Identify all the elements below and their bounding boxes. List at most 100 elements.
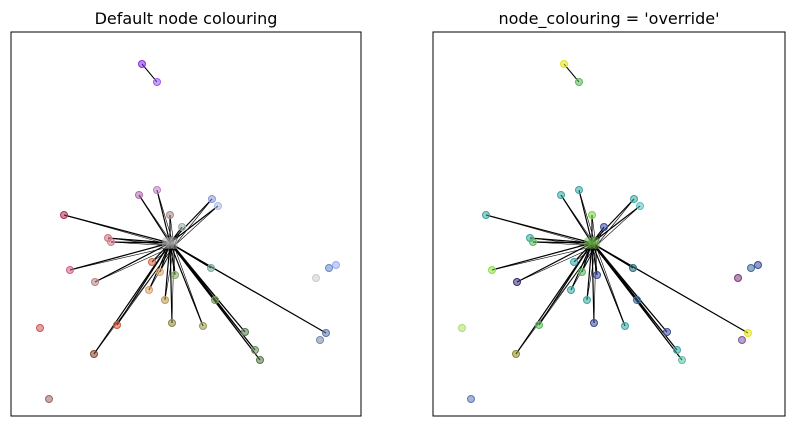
edge	[595, 205, 641, 247]
panel-title: node_colouring = 'override'	[498, 9, 719, 29]
node	[256, 356, 264, 364]
node	[529, 238, 537, 246]
node	[629, 264, 637, 272]
node	[211, 296, 219, 304]
node	[678, 356, 686, 364]
node	[630, 195, 638, 203]
node	[208, 195, 216, 203]
node	[145, 286, 153, 294]
node	[312, 274, 320, 282]
node	[583, 296, 591, 304]
node	[744, 329, 752, 337]
node	[488, 266, 496, 274]
node	[560, 60, 568, 68]
node	[590, 319, 598, 327]
edge	[532, 241, 593, 244]
node	[332, 261, 340, 269]
edge	[485, 214, 593, 244]
edge	[69, 245, 175, 271]
node	[148, 258, 156, 266]
node	[60, 211, 68, 219]
node	[593, 271, 601, 279]
edge	[173, 245, 246, 333]
node	[513, 278, 521, 286]
node	[535, 321, 543, 329]
node	[482, 211, 490, 219]
node	[153, 186, 161, 194]
node	[138, 60, 146, 68]
node	[636, 202, 644, 210]
edge	[156, 189, 171, 244]
edge	[591, 198, 635, 244]
edge	[164, 245, 175, 301]
edge	[156, 189, 175, 247]
edge	[591, 205, 641, 244]
node	[156, 268, 164, 276]
edge	[529, 237, 593, 244]
panel-title: Default node colouring	[95, 9, 278, 28]
edge	[515, 245, 597, 355]
node	[316, 336, 324, 344]
node	[738, 336, 746, 344]
node	[241, 328, 249, 336]
panel-frame	[432, 31, 786, 417]
edge	[515, 242, 593, 355]
node	[170, 241, 178, 249]
node	[754, 261, 762, 269]
edge	[173, 205, 219, 247]
node	[588, 211, 596, 219]
edge	[169, 242, 173, 324]
node	[251, 346, 259, 354]
edge	[173, 245, 204, 327]
edge	[173, 245, 327, 334]
node	[168, 319, 176, 327]
node	[161, 296, 169, 304]
edge	[63, 214, 175, 247]
node	[135, 191, 143, 199]
node	[322, 329, 330, 337]
edge	[107, 237, 171, 244]
node	[458, 324, 466, 332]
edge	[593, 245, 597, 324]
node	[207, 264, 215, 272]
edge	[93, 242, 171, 355]
node	[592, 241, 600, 249]
node	[36, 324, 44, 332]
edge	[595, 245, 626, 327]
node	[567, 286, 575, 294]
node	[467, 395, 475, 403]
edge	[595, 245, 668, 333]
node	[578, 268, 586, 276]
edge	[94, 242, 171, 283]
node	[91, 278, 99, 286]
edge	[63, 214, 171, 244]
edge	[169, 242, 204, 327]
node	[663, 328, 671, 336]
node	[673, 346, 681, 354]
node	[171, 271, 179, 279]
node	[575, 78, 583, 86]
edge	[69, 242, 171, 271]
node	[633, 296, 641, 304]
edge	[491, 242, 593, 271]
edge	[171, 245, 175, 324]
edge	[586, 245, 597, 301]
panel-frame	[10, 31, 362, 417]
node	[107, 238, 115, 246]
edge	[173, 198, 213, 247]
node	[621, 322, 629, 330]
edge	[578, 189, 593, 244]
node	[66, 266, 74, 274]
node	[512, 350, 520, 358]
node	[570, 258, 578, 266]
node	[600, 223, 608, 231]
edge	[595, 245, 749, 334]
node	[90, 350, 98, 358]
edge	[491, 245, 597, 271]
node	[325, 264, 333, 272]
node	[113, 321, 121, 329]
node	[153, 78, 161, 86]
edge	[169, 198, 213, 244]
